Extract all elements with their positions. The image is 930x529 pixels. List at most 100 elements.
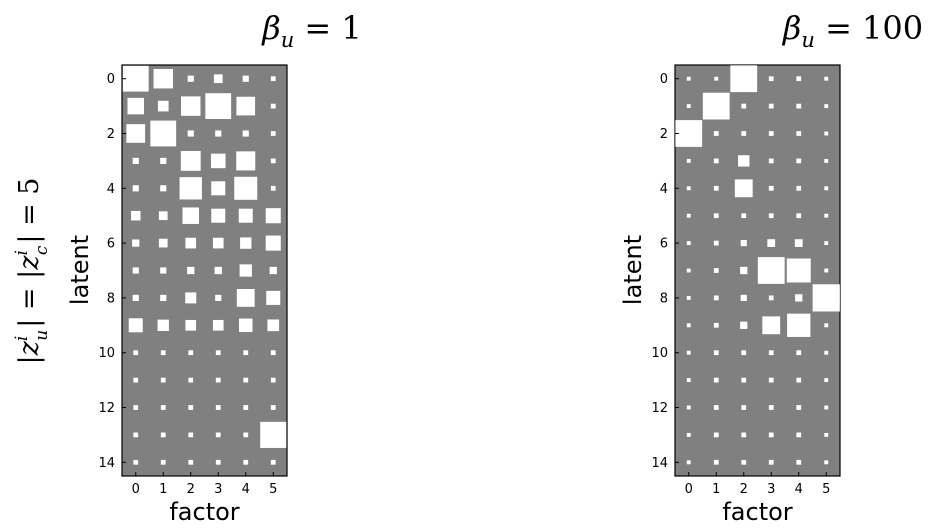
hinton-box-latent-1-factor-0: [127, 97, 144, 115]
hinton-box-latent-12-factor-5: [270, 405, 276, 410]
hinton-box-latent-11-factor-1: [713, 377, 719, 383]
hinton-box-latent-3-factor-3: [210, 153, 226, 169]
hinton-box-latent-9-factor-2: [185, 319, 197, 331]
hinton-box-latent-8-factor-0: [686, 295, 691, 300]
hinton-box-latent-12-factor-3: [215, 405, 221, 410]
hinton-box-latent-6-factor-2: [185, 237, 197, 249]
hinton-box-latent-7-factor-0: [132, 267, 139, 274]
hinton-box-latent-14-factor-5: [270, 459, 276, 465]
hinton-box-latent-4-factor-4: [796, 185, 802, 191]
hinton-box-latent-2-factor-4: [242, 130, 249, 137]
hinton-box-latent-5-factor-0: [686, 213, 691, 218]
hinton-box-latent-10-factor-4: [796, 350, 802, 356]
row-label-sup1: i: [12, 336, 32, 341]
x-tick-label: 2: [740, 482, 748, 497]
hinton-box-latent-13-factor-3: [768, 432, 774, 438]
y-ticks: 0 2 4 6 8 10 12 14: [651, 72, 679, 471]
panel-title-beta-1: βu = 1: [261, 9, 362, 52]
hinton-box-latent-0-factor-5: [824, 76, 829, 81]
hinton-box-latent-8-factor-3: [215, 294, 222, 301]
hinton-box-latent-8-factor-1: [160, 294, 167, 301]
hinton-box-latent-11-factor-5: [270, 377, 276, 383]
hinton-box-latent-2-factor-1: [150, 120, 177, 147]
hinton-box-latent-12-factor-3: [768, 405, 774, 410]
x-tick-label: 3: [214, 482, 222, 497]
y-tick-label: 8: [107, 291, 115, 306]
hinton-box-latent-1-factor-3: [205, 93, 232, 119]
hinton-box-latent-6-factor-1: [713, 240, 719, 246]
hinton-box-latent-12-factor-1: [713, 405, 719, 410]
hinton-box-latent-1-factor-3: [768, 103, 774, 109]
x-axis-label: factor: [169, 498, 239, 526]
hinton-box-latent-4-factor-1: [160, 185, 167, 192]
hinton-box-latent-9-factor-5: [267, 319, 280, 332]
hinton-box-latent-8-factor-3: [768, 295, 774, 301]
hinton-boxes: [122, 65, 287, 465]
hinton-box-latent-3-factor-4: [796, 158, 802, 164]
hinton-box-latent-6-factor-3: [767, 239, 776, 247]
plot-area: [674, 64, 841, 477]
x-tick-label: 0: [132, 482, 140, 497]
hinton-box-latent-2-factor-1: [713, 131, 719, 136]
hinton-box-latent-13-factor-0: [133, 432, 139, 438]
y-tick-label: 14: [98, 456, 115, 471]
hinton-box-latent-9-factor-4: [787, 313, 811, 337]
x-tick-label: 2: [187, 482, 195, 497]
hinton-box-latent-2-factor-5: [270, 131, 276, 136]
hinton-box-latent-2-factor-3: [768, 131, 774, 136]
x-tick-label: 0: [685, 482, 693, 497]
x-tick-label: 5: [822, 482, 830, 497]
hinton-box-latent-14-factor-1: [160, 459, 166, 465]
hinton-box-latent-2-factor-0: [675, 120, 703, 147]
hinton-box-latent-8-factor-2: [185, 292, 197, 304]
x-ticks: 0 1 2 3 4 5: [685, 472, 830, 497]
hinton-box-latent-8-factor-4: [795, 294, 803, 302]
hinton-box-latent-3-factor-1: [713, 158, 719, 164]
hinton-box-latent-0-factor-3: [768, 76, 774, 82]
hinton-box-latent-0-factor-4: [242, 75, 249, 82]
y-axis-label: latent: [619, 235, 647, 305]
row-label-z2: z: [14, 255, 45, 271]
y-tick-label: 12: [98, 401, 115, 416]
hinton-box-latent-8-factor-5: [266, 290, 281, 305]
hinton-box-latent-3-factor-2: [738, 155, 750, 167]
hinton-box-latent-13-factor-2: [741, 432, 747, 438]
hinton-box-latent-5-factor-2: [741, 213, 747, 219]
hinton-box-latent-13-factor-1: [160, 432, 166, 438]
hinton-box-latent-11-factor-0: [133, 377, 139, 383]
hinton-box-latent-7-factor-1: [160, 267, 167, 274]
hinton-box-latent-7-factor-5: [269, 266, 277, 275]
hinton-box-latent-5-factor-1: [713, 213, 719, 219]
hinton-box-latent-2-factor-5: [824, 131, 829, 136]
hinton-box-latent-0-factor-4: [796, 76, 802, 82]
hinton-box-latent-1-factor-2: [181, 96, 201, 116]
hinton-box-latent-14-factor-3: [215, 459, 221, 465]
hinton-box-latent-3-factor-0: [132, 157, 139, 164]
row-label: |ziu| = |zic| = 5: [12, 178, 52, 365]
hinton-box-latent-1-factor-4: [796, 103, 802, 109]
hinton-box-latent-14-factor-5: [824, 460, 829, 465]
hinton-box-latent-12-factor-4: [796, 405, 802, 410]
hinton-box-latent-1-factor-1: [702, 92, 730, 120]
hinton-box-latent-4-factor-0: [686, 186, 691, 191]
hinton-boxes: [675, 65, 840, 465]
hinton-box-latent-12-factor-0: [133, 405, 139, 410]
hinton-box-latent-4-factor-4: [234, 176, 258, 200]
y-tick-label: 2: [660, 127, 668, 142]
hinton-box-latent-1-factor-4: [236, 96, 256, 116]
hinton-box-latent-13-factor-4: [796, 432, 802, 438]
hinton-box-latent-7-factor-2: [187, 266, 195, 275]
hinton-box-latent-8-factor-5: [812, 284, 840, 312]
hinton-box-latent-0-factor-2: [187, 75, 194, 82]
hinton-box-latent-2-factor-4: [796, 131, 802, 136]
title-beta-symbol: β: [782, 9, 802, 47]
hinton-box-latent-13-factor-0: [686, 432, 691, 437]
hinton-box-latent-2-factor-3: [215, 130, 222, 137]
hinton-box-latent-14-factor-0: [133, 459, 139, 465]
hinton-box-latent-12-factor-0: [686, 405, 691, 410]
hinton-box-latent-1-factor-2: [741, 103, 747, 109]
row-label-sub2: c: [32, 245, 52, 255]
hinton-box-latent-13-factor-5: [824, 432, 829, 437]
hinton-box-latent-9-factor-4: [239, 318, 253, 333]
